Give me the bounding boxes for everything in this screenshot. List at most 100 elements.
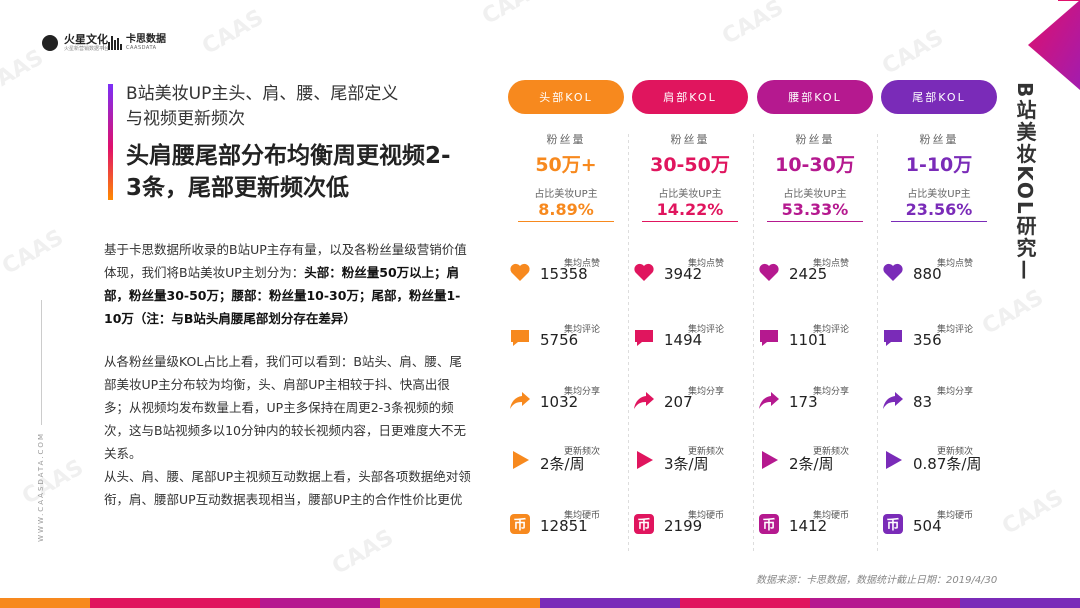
metric-label: 集均硬币: [937, 511, 974, 521]
coin-icon: 币: [881, 512, 905, 536]
metric-value: 12851: [540, 517, 588, 535]
metric-freq: 更新频次 0.87条/周: [881, 444, 997, 484]
share-icon: [632, 388, 656, 412]
metric-label: 更新频次: [564, 447, 601, 457]
metric-value: 0.87条/周: [913, 455, 982, 473]
caasdata-logo: 卡思数据 CAASDATA: [108, 34, 166, 51]
metric-likes: 集均点赞 15358: [508, 256, 624, 296]
share-underline: [767, 221, 863, 222]
metric-label: 集均硬币: [688, 511, 725, 521]
metric-coins: 币 集均硬币 504: [881, 508, 997, 548]
share-value: 23.56%: [905, 200, 973, 219]
kol-column: 尾部KOL 粉丝量 1-10万 占比美妆UP主 23.56% 集均点赞 880 …: [881, 80, 997, 535]
metric-likes: 集均点赞 3942: [632, 256, 748, 296]
share-label: 占比美妆UP主: [534, 189, 598, 200]
metric-value: 1494: [664, 331, 703, 349]
play-icon: [632, 448, 656, 472]
metric-value: 1412: [789, 517, 828, 535]
metric-coins: 币 集均硬币 2199: [632, 508, 748, 548]
tier-pill: 头部KOL: [508, 80, 624, 114]
kol-column: 肩部KOL 粉丝量 30-50万 占比美妆UP主 14.22% 集均点赞 394…: [632, 80, 748, 535]
heart-icon: [881, 260, 905, 284]
metric-value: 5756: [540, 331, 579, 349]
watermark: CAAS: [18, 455, 88, 510]
column-divider: [877, 134, 878, 554]
intro-bold-text: 头部：粉丝量50万以上；肩部，粉丝量30-50万；腰部：粉丝量10-30万；尾部…: [104, 265, 461, 326]
metric-comments: 集均评论 356: [881, 322, 997, 362]
metric-likes: 集均点赞 2425: [757, 256, 873, 296]
caasdata-logo-icon: [108, 35, 122, 50]
share-value: 14.22%: [656, 200, 724, 219]
svg-text:币: 币: [762, 518, 775, 533]
metric-value: 1032: [540, 393, 579, 411]
intro-text: 基于卡思数据所收录的B站UP主存有量，以及各粉丝量级营销价值体现，我们将B站美妆…: [104, 242, 467, 280]
watermark: CAAS: [478, 0, 548, 30]
fans-label: 粉丝量: [670, 133, 710, 146]
metric-label: 集均点赞: [937, 259, 974, 269]
metric-value: 2199: [664, 517, 703, 535]
watermark: CAAS: [718, 0, 788, 50]
metric-label: 集均分享: [813, 387, 850, 397]
huoxing-logo-name: 火星文化: [64, 33, 108, 46]
website-vertical-text: WWW.CAASDATA.COM: [37, 432, 45, 542]
huoxing-logo-icon: [42, 35, 58, 51]
metric-value: 2条/周: [540, 455, 585, 473]
metric-label: 集均点赞: [564, 259, 601, 269]
metric-coins: 币 集均硬币 12851: [508, 508, 624, 548]
metric-freq: 更新频次 2条/周: [508, 444, 624, 484]
metric-label: 更新频次: [937, 447, 974, 457]
fans-range: 50万+: [535, 154, 597, 176]
share-value: 8.89%: [538, 200, 594, 219]
logo-separator: [103, 34, 104, 50]
analysis-text-2: 从头、肩、腰、尾部UP主视频互动数据上看，头部各项数据绝对领衔，肩、腰部UP互动…: [104, 469, 471, 507]
watermark: CAAS: [198, 5, 268, 60]
tier-pill: 尾部KOL: [881, 80, 997, 114]
metric-label: 集均硬币: [813, 511, 850, 521]
metric-value: 880: [913, 265, 942, 283]
metric-comments: 集均评论 5756: [508, 322, 624, 362]
corner-decoration: [1028, 0, 1080, 90]
metric-value: 83: [913, 393, 933, 411]
metric-label: 集均分享: [564, 387, 601, 397]
metric-freq: 更新频次 3条/周: [632, 444, 748, 484]
metric-likes: 集均点赞 880: [881, 256, 997, 296]
play-icon: [508, 448, 532, 472]
fans-label: 粉丝量: [919, 133, 959, 146]
metric-shares: 集均分享 207: [632, 384, 748, 424]
metric-label: 集均评论: [688, 325, 725, 335]
metric-label: 集均评论: [564, 325, 601, 335]
watermark: CAAS: [328, 525, 398, 580]
coin-icon: 币: [757, 512, 781, 536]
metric-value: 1101: [789, 331, 828, 349]
share-label: 占比美妆UP主: [658, 189, 722, 200]
share-icon: [881, 388, 905, 412]
intro-paragraph: 基于卡思数据所收录的B站UP主存有量，以及各粉丝量级营销价值体现，我们将B站美妆…: [104, 238, 472, 330]
share-icon: [508, 388, 532, 412]
metric-label: 集均硬币: [564, 511, 601, 521]
coin-icon: 币: [632, 512, 656, 536]
fans-label: 粉丝量: [546, 133, 586, 146]
share-label: 占比美妆UP主: [783, 189, 847, 200]
heart-icon: [508, 260, 532, 284]
watermark: CAAS: [0, 45, 48, 100]
share-underline: [642, 221, 738, 222]
fans-range: 1-10万: [905, 154, 973, 176]
page-title: 头肩腰尾部分布均衡周更视频2-3条，尾部更新频次低: [126, 143, 451, 201]
watermark: CAAS: [998, 485, 1068, 540]
svg-text:币: 币: [637, 518, 650, 533]
column-divider: [628, 134, 629, 554]
metric-value: 2条/周: [789, 455, 834, 473]
fans-label: 粉丝量: [795, 133, 835, 146]
comment-icon: [508, 326, 532, 350]
comment-icon: [632, 326, 656, 350]
caasdata-logo-sub: CAASDATA: [126, 45, 157, 51]
series-vertical-title: B站美妆KOL研究—: [1013, 82, 1037, 282]
metric-shares: 集均分享 1032: [508, 384, 624, 424]
metric-label: 集均点赞: [813, 259, 850, 269]
metric-freq: 更新频次 2条/周: [757, 444, 873, 484]
tier-pill: 腰部KOL: [757, 80, 873, 114]
metric-value: 173: [789, 393, 818, 411]
metric-comments: 集均评论 1494: [632, 322, 748, 362]
caasdata-logo-name: 卡思数据: [126, 34, 166, 45]
heart-icon: [757, 260, 781, 284]
